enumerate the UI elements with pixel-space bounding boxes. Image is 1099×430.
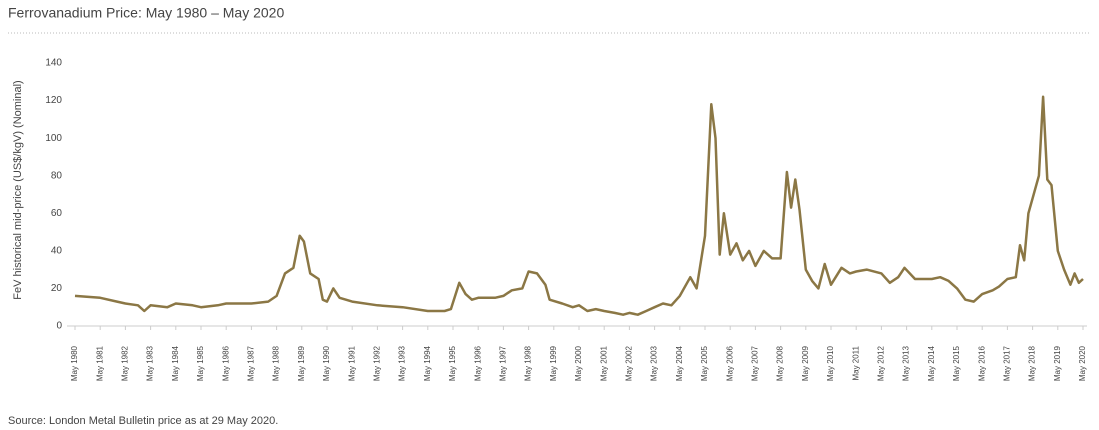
x-tick-label: May 2017 [1003, 345, 1012, 381]
x-tick-label: May 1990 [322, 345, 331, 381]
x-tick-label: May 2008 [776, 345, 785, 381]
y-tick-label: 120 [45, 95, 62, 106]
x-tick-label: May 2014 [927, 345, 936, 381]
x-tick-label: May 2007 [751, 345, 760, 381]
x-tick-label: May 2003 [650, 345, 659, 381]
price-line [74, 95, 1084, 316]
x-tick-label: May 2009 [801, 345, 810, 381]
x-tick-label: May 2015 [952, 345, 961, 381]
y-tick-label: 80 [51, 170, 63, 181]
x-tick-label: May 2016 [977, 345, 986, 381]
x-tick-label: May 1980 [70, 345, 79, 381]
x-tick-label: May 1999 [549, 345, 558, 381]
x-tick-label: May 2005 [700, 345, 709, 381]
x-tick-label: May 1998 [524, 345, 533, 381]
x-tick-label: May 2002 [625, 345, 634, 381]
y-tick-label: 140 [45, 58, 62, 69]
x-tick-label: May 1994 [423, 345, 432, 381]
x-tick-label: May 1995 [448, 345, 457, 381]
x-tick-label: May 2000 [574, 345, 583, 381]
x-tick-label: May 2010 [826, 345, 835, 381]
x-tick-label: May 1986 [221, 345, 230, 381]
x-tick-label: May 2018 [1028, 345, 1037, 381]
x-tick-label: May 2011 [851, 345, 860, 380]
x-tick-label: May 1989 [297, 345, 306, 381]
x-tick-label: May 1996 [473, 345, 482, 381]
x-tick-label: May 2013 [902, 345, 911, 381]
x-tick-label: May 1988 [272, 345, 281, 381]
y-tick-label: 40 [51, 245, 63, 256]
x-tick-label: May 1997 [499, 345, 508, 381]
x-tick-label: May 1984 [171, 345, 180, 381]
x-tick-label: May 1985 [196, 345, 205, 381]
y-tick-label: 0 [56, 321, 62, 332]
x-tick-label: May 2001 [599, 345, 608, 381]
x-tick-label: May 1983 [146, 345, 155, 381]
x-tick-label: May 2004 [675, 345, 684, 381]
x-tick-label: May 1991 [347, 345, 356, 381]
y-axis-label: FeV historical mid-price (US$/kgV) (Nomi… [12, 80, 24, 299]
x-tick-label: May 2020 [1078, 345, 1087, 381]
x-tick-label: May 1982 [121, 345, 130, 381]
x-tick-label: May 1993 [398, 345, 407, 381]
x-tick-label: May 2019 [1053, 345, 1062, 381]
chart-title: Ferrovanadium Price: May 1980 – May 2020 [8, 5, 284, 21]
x-tick-label: May 2006 [725, 345, 734, 381]
x-tick-label: May 1981 [95, 345, 104, 381]
source-note: Source: London Metal Bulletin price as a… [8, 415, 278, 427]
x-tick-label: May 1987 [247, 345, 256, 381]
y-tick-label: 20 [51, 283, 63, 294]
x-tick-label: May 2012 [877, 345, 886, 381]
y-tick-label: 100 [45, 133, 62, 144]
y-tick-label: 60 [51, 208, 63, 219]
x-tick-label: May 1992 [373, 345, 382, 381]
